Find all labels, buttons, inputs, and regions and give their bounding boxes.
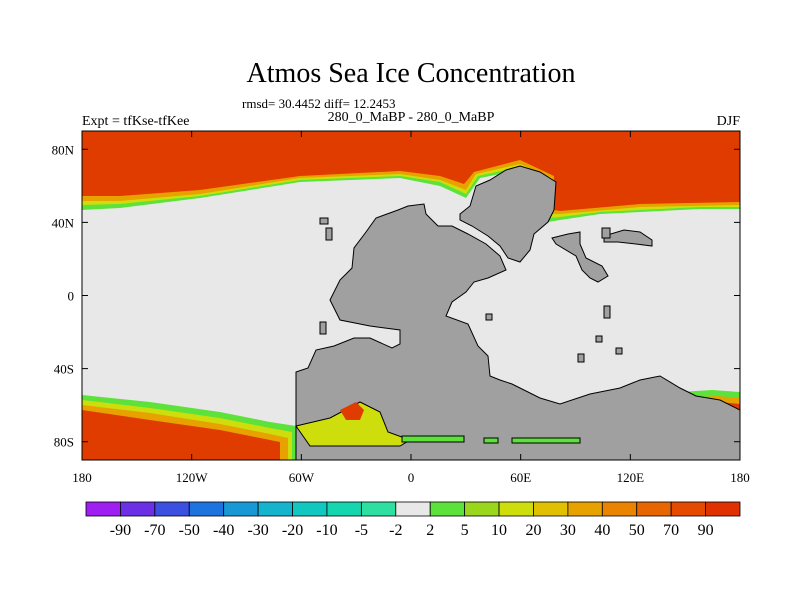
east-landmass-b — [603, 229, 653, 247]
colorbar-label: -2 — [389, 522, 402, 539]
x-tick-label: 120W — [176, 470, 209, 485]
colorbar-label: 90 — [698, 522, 714, 539]
y-tick-label: 0 — [68, 289, 75, 304]
north-landmass — [459, 165, 557, 263]
colorbar: -90 -70 -50 -40 -30 -20 -10 -5 -2 2 5 10 20 30 40 50 70 9… — [85, 501, 741, 539]
colorbar-swatch — [498, 501, 534, 517]
pacific-island-d — [485, 313, 493, 321]
colorbar-label: -50 — [179, 522, 200, 539]
colorbar-label: -90 — [110, 522, 131, 539]
colorbar-swatch — [429, 501, 466, 517]
axis-ticks: 180 120W 60W 0 60E 120E 180 80N 40N 0 40S 80S — [52, 131, 750, 485]
x-tick-label: 180 — [730, 470, 750, 485]
colorbar-swatch — [326, 501, 362, 517]
colorbar-swatch — [292, 501, 328, 517]
colorbar-swatch — [154, 501, 190, 517]
colorbar-swatch — [223, 501, 259, 517]
weddell-overlay-red — [340, 402, 364, 420]
map-area — [82, 131, 740, 460]
x-tick-label: 60W — [289, 470, 315, 485]
land — [295, 165, 740, 460]
east-landmass-a — [551, 231, 609, 283]
pacific-island-a — [319, 217, 329, 225]
arctic-anomaly — [82, 131, 740, 222]
colorbar-swatch — [85, 501, 121, 517]
chart-title: Atmos Sea Ice Concentration — [247, 58, 576, 89]
y-tick-label: 40N — [52, 215, 75, 230]
chart-subtitle: 280_0_MaBP - 280_0_MaBP — [328, 110, 495, 125]
x-tick-label: 60E — [510, 470, 531, 485]
weddell-overlay — [295, 401, 412, 447]
pacific-island-b — [325, 227, 333, 241]
east-island-d — [615, 347, 623, 355]
south-strip-a — [401, 435, 465, 443]
colorbar-label: 50 — [629, 522, 645, 539]
stats-line: rmsd= 30.4452 diff= 12.2453 — [242, 96, 395, 111]
colorbar-label: -10 — [316, 522, 337, 539]
y-tick-label: 80N — [52, 142, 75, 157]
east-island-a — [601, 227, 611, 239]
colorbar-label: 5 — [461, 522, 469, 539]
colorbar-label: -20 — [282, 522, 303, 539]
colorbar-label: 20 — [525, 522, 541, 539]
colorbar-label: -5 — [355, 522, 368, 539]
x-tick-label: 120E — [617, 470, 645, 485]
colorbar-swatch — [601, 501, 638, 517]
colorbar-label: 2 — [426, 522, 434, 539]
x-tick-label: 180 — [72, 470, 92, 485]
colorbar-label: -30 — [247, 522, 268, 539]
colorbar-swatch — [636, 501, 672, 517]
colorbar-label: 40 — [594, 522, 610, 539]
colorbar-swatch — [464, 501, 500, 517]
y-tick-label: 80S — [54, 435, 74, 450]
pacific-island-c — [319, 321, 327, 335]
colorbar-swatch — [395, 501, 431, 517]
colorbar-label: 30 — [560, 522, 576, 539]
colorbar-label: -70 — [144, 522, 165, 539]
south-strip-c — [511, 437, 581, 444]
season-label: DJF — [717, 114, 741, 129]
colorbar-swatch — [705, 501, 741, 517]
south-strip-b — [483, 437, 499, 444]
colorbar-swatch — [120, 501, 156, 517]
experiment-label: Expt = tfKse-tfKee — [82, 114, 189, 129]
main-continent — [295, 203, 740, 460]
pacific-island-e — [595, 335, 603, 343]
colorbar-swatch — [670, 501, 706, 517]
colorbar-swatch — [188, 501, 225, 517]
x-tick-label: 0 — [408, 470, 415, 485]
east-island-b — [603, 305, 611, 319]
y-tick-label: 40S — [54, 362, 74, 377]
colorbar-swatch — [257, 501, 293, 517]
colorbar-swatch — [567, 501, 603, 517]
colorbar-label: 10 — [491, 522, 507, 539]
colorbar-label: 70 — [663, 522, 679, 539]
colorbar-swatch — [360, 501, 397, 517]
colorbar-label: -40 — [213, 522, 234, 539]
colorbar-swatch — [533, 501, 569, 517]
east-island-c — [577, 353, 585, 363]
